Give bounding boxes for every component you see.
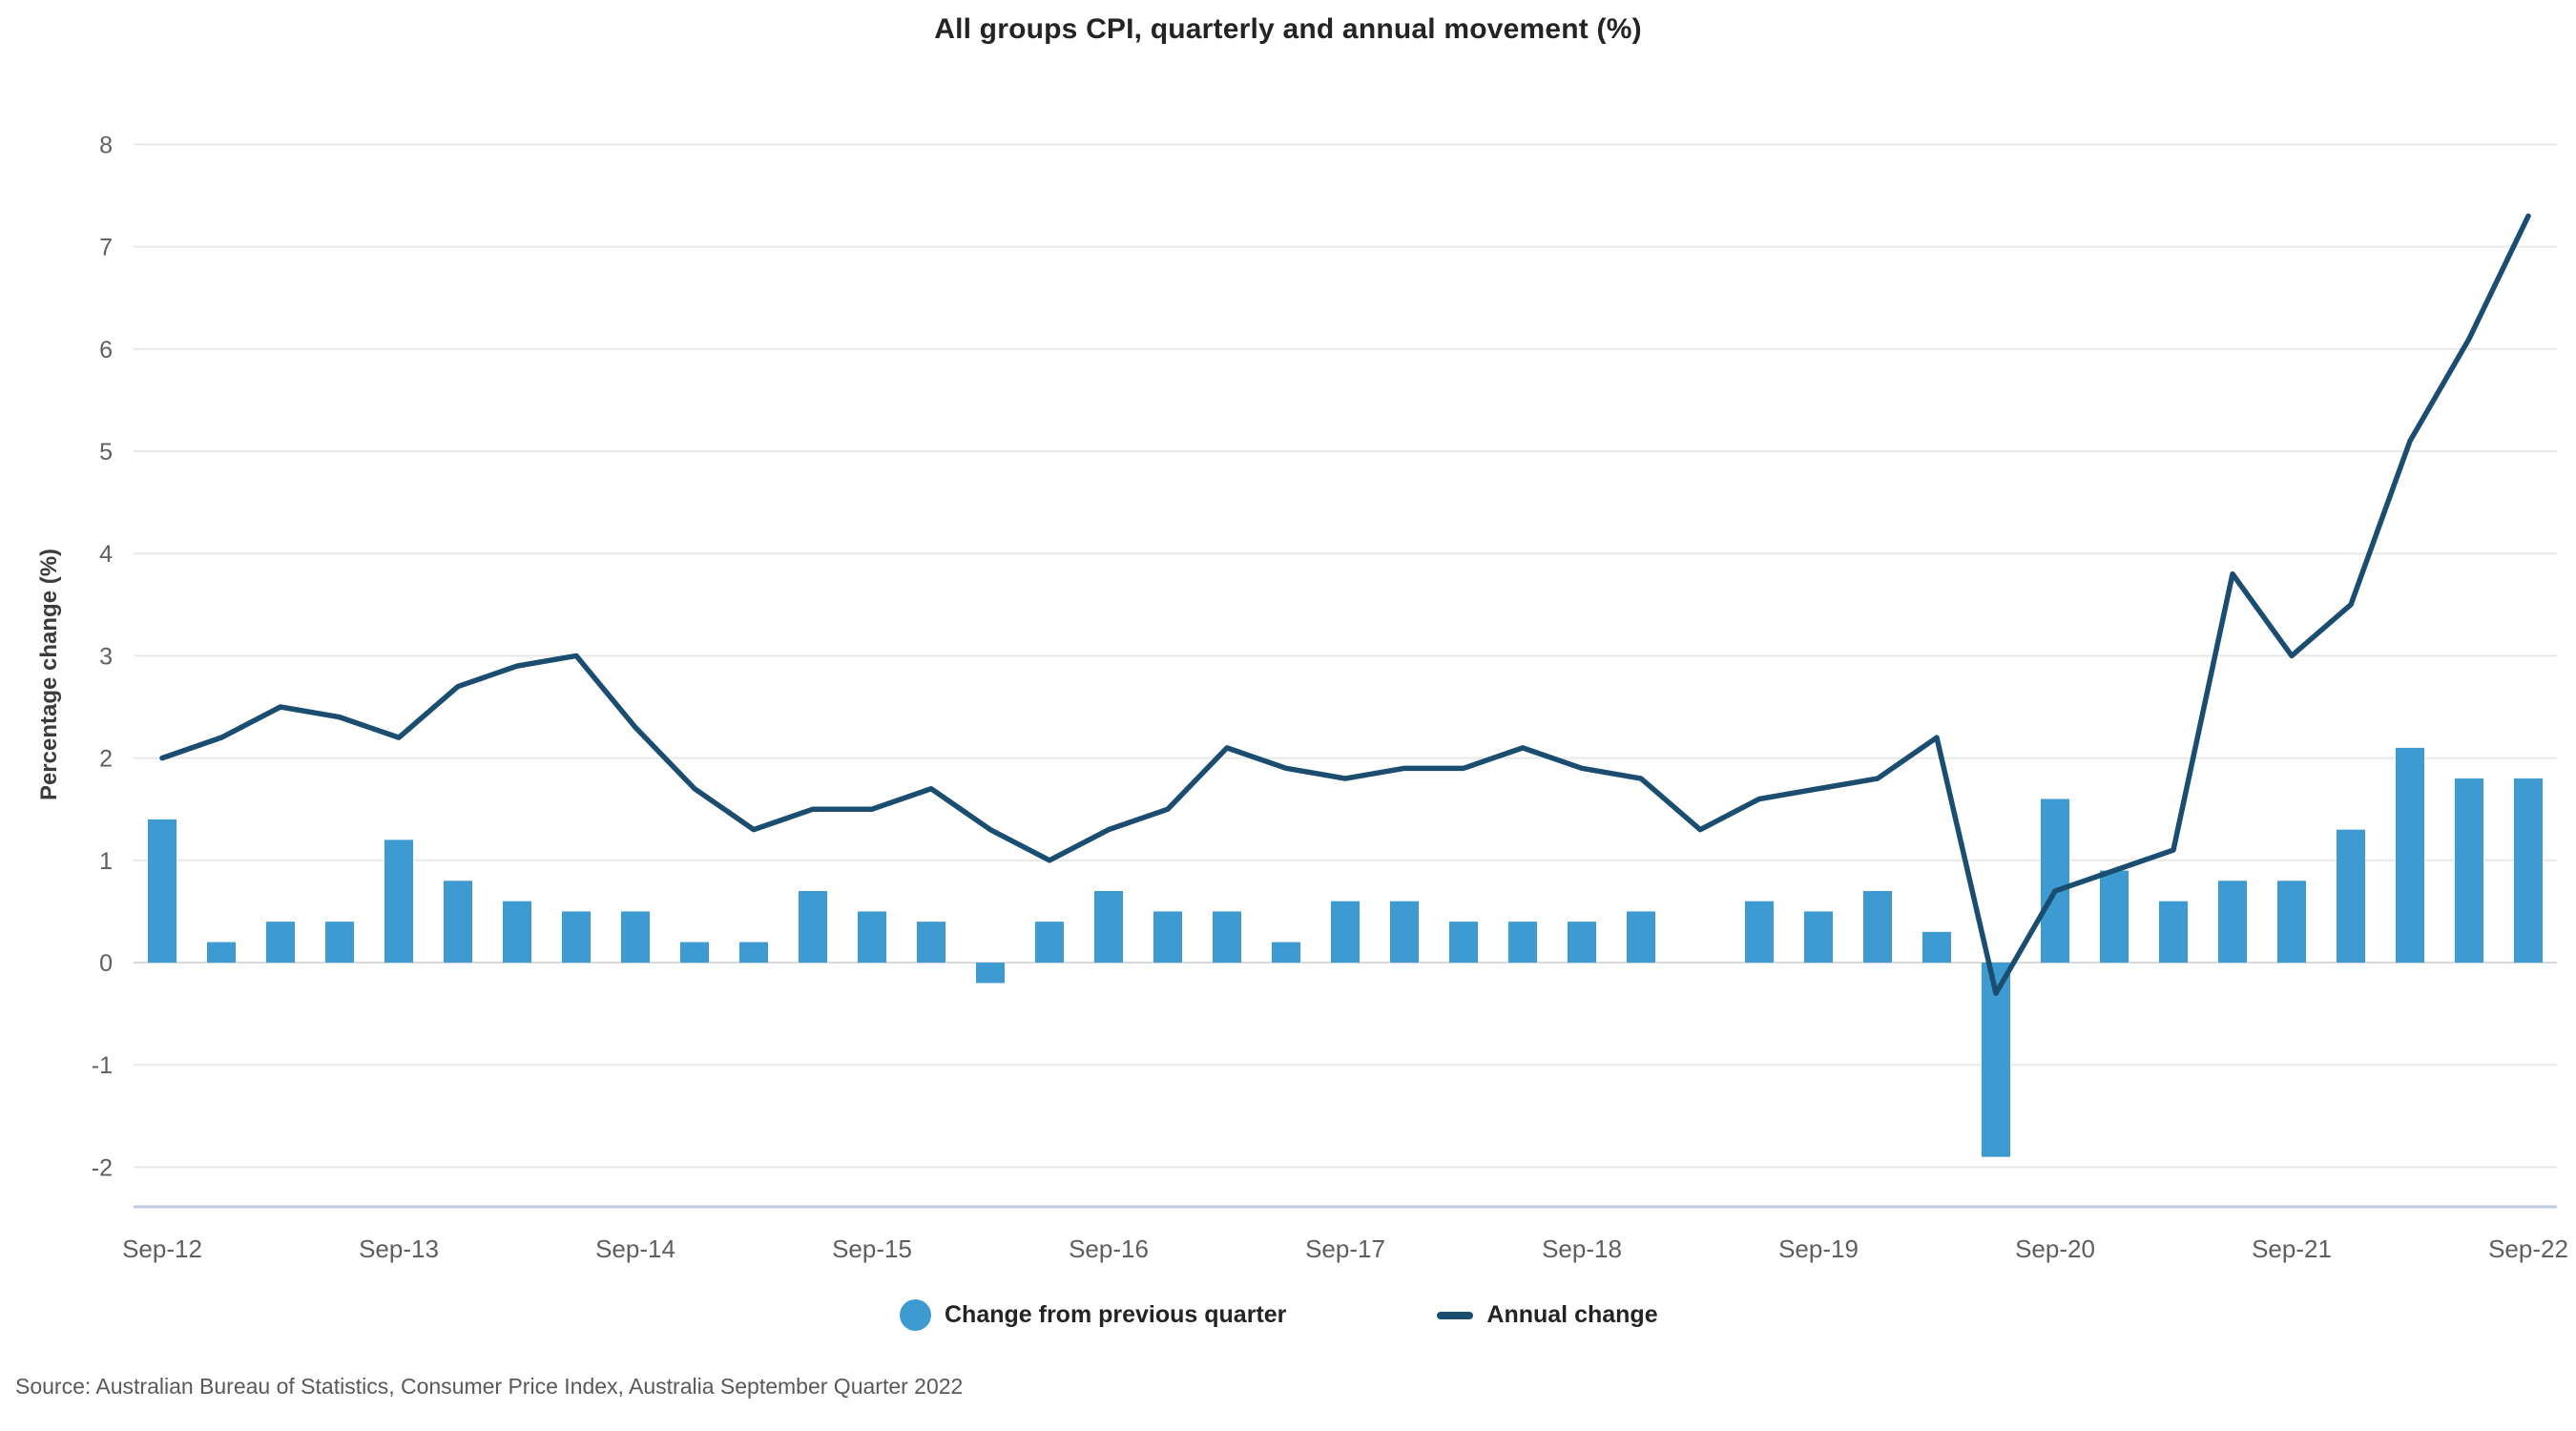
bar-Dec-21 <box>2337 829 2365 963</box>
bar-Sep-16 <box>1094 890 1123 963</box>
legend-label-annual: Annual change <box>1486 1301 1658 1328</box>
bar-Sep-21 <box>2277 881 2306 963</box>
bar-Dec-17 <box>1390 901 1419 963</box>
bar-Mar-14 <box>503 901 531 963</box>
y-tick-label-1: 1 <box>99 848 113 875</box>
bar-Sep-19 <box>1804 911 1833 963</box>
bar-Mar-16 <box>976 963 1005 984</box>
legend-item-quarterly: Change from previous quarter <box>900 1299 1286 1331</box>
bar-Dec-14 <box>680 942 709 963</box>
bar-Dec-15 <box>917 922 945 963</box>
bar-Sep-13 <box>384 840 413 963</box>
x-tick-label-Sep-21: Sep-21 <box>2252 1234 2332 1263</box>
y-tick-label-3: 3 <box>99 643 113 670</box>
x-tick-label-Sep-22: Sep-22 <box>2488 1234 2568 1263</box>
bar-Dec-19 <box>1863 890 1892 963</box>
bar-Sep-17 <box>1331 901 1360 963</box>
bar-Dec-18 <box>1627 911 1655 963</box>
bar-Dec-13 <box>444 881 472 963</box>
bar-Sep-18 <box>1568 922 1596 963</box>
legend: Change from previous quarter Annual chan… <box>900 1299 1658 1331</box>
bar-Mar-17 <box>1213 911 1241 963</box>
bar-Sep-14 <box>621 911 650 963</box>
bar-Jun-13 <box>325 922 354 963</box>
bar-Jun-19 <box>1745 901 1774 963</box>
y-tick-label--1: -1 <box>92 1052 113 1079</box>
bar-Sep-15 <box>858 911 886 963</box>
bar-Jun-17 <box>1272 942 1300 963</box>
bar-Mar-21 <box>2159 901 2188 963</box>
line-series-swatch-icon <box>1437 1311 1474 1319</box>
bar-series-swatch-icon <box>900 1299 931 1331</box>
y-tick-label-8: 8 <box>99 132 113 158</box>
bar-Jun-21 <box>2218 881 2247 963</box>
bar-Jun-22 <box>2455 778 2483 963</box>
x-tick-label-Sep-18: Sep-18 <box>1542 1234 1622 1263</box>
bar-Jun-16 <box>1035 922 1064 963</box>
bar-Mar-20 <box>1922 931 1951 963</box>
bar-Dec-16 <box>1153 911 1182 963</box>
bar-Sep-12 <box>148 819 177 963</box>
bar-Sep-22 <box>2514 778 2543 963</box>
bar-Dec-20 <box>2100 870 2129 963</box>
y-tick-label-4: 4 <box>99 541 113 568</box>
y-tick-label-5: 5 <box>99 439 113 466</box>
chart-title: All groups CPI, quarterly and annual mov… <box>934 13 1642 45</box>
source-note: Source: Australian Bureau of Statistics,… <box>15 1374 964 1399</box>
x-tick-label-Sep-13: Sep-13 <box>359 1234 439 1263</box>
bar-Dec-12 <box>207 942 236 963</box>
y-tick-label-6: 6 <box>99 337 113 363</box>
x-tick-label-Sep-20: Sep-20 <box>2015 1234 2095 1263</box>
bar-Mar-15 <box>739 942 768 963</box>
bar-Sep-20 <box>2041 798 2069 963</box>
annual-change-line <box>159 213 2531 996</box>
bar-Jun-14 <box>562 911 591 963</box>
y-tick-label-0: 0 <box>99 950 113 977</box>
x-tick-label-Sep-17: Sep-17 <box>1305 1234 1385 1263</box>
y-tick-label-2: 2 <box>99 746 113 773</box>
bar-Mar-13 <box>266 922 295 963</box>
bar-Mar-18 <box>1449 922 1478 963</box>
bar-Jun-18 <box>1508 922 1537 963</box>
x-tick-label-Sep-15: Sep-15 <box>832 1234 912 1263</box>
x-tick-label-Sep-16: Sep-16 <box>1069 1234 1149 1263</box>
legend-label-quarterly: Change from previous quarter <box>945 1301 1287 1328</box>
x-tick-label-Sep-12: Sep-12 <box>122 1234 202 1263</box>
legend-item-annual: Annual change <box>1437 1301 1658 1329</box>
y-tick-label--2: -2 <box>92 1154 113 1181</box>
bar-Jun-15 <box>799 890 827 963</box>
y-tick-label-7: 7 <box>99 235 113 261</box>
x-tick-label-Sep-19: Sep-19 <box>1778 1234 1859 1263</box>
bar-Mar-22 <box>2396 747 2424 963</box>
x-tick-label-Sep-14: Sep-14 <box>595 1234 675 1263</box>
